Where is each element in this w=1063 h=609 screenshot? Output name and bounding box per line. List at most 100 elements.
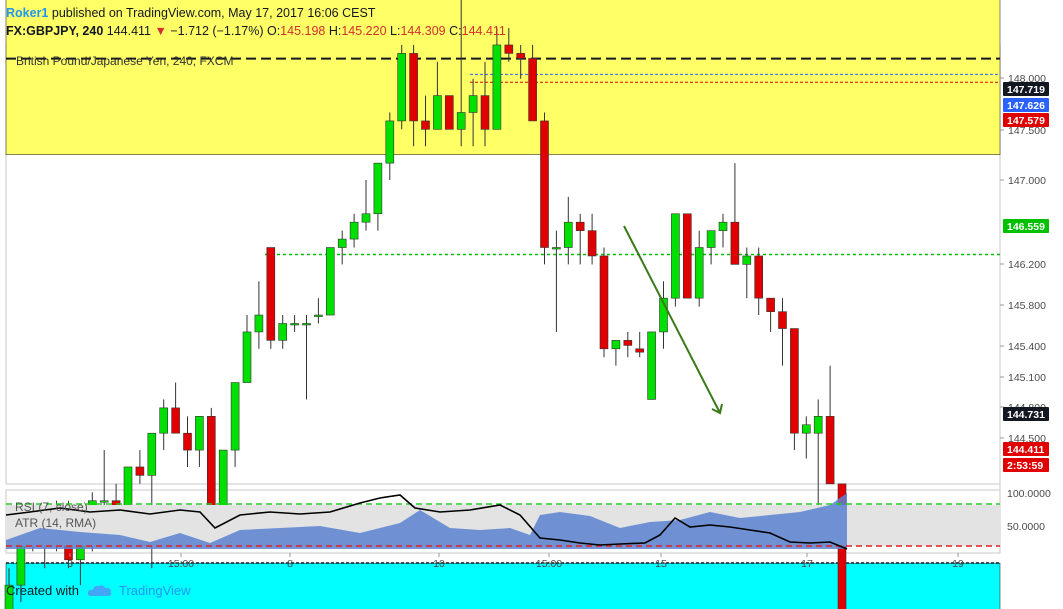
indicator-tick-100: 100.0000 [1007,488,1051,500]
candle-body [563,221,573,248]
zone-resistance [5,0,1001,155]
price-tag-label: 146.559 [1007,221,1045,233]
candle [730,163,740,265]
candles-layer [4,0,847,609]
header: Roker1 published on TradingView.com, May… [6,4,506,40]
candle [742,247,752,299]
y-tick-label: 147.000 [1008,175,1046,187]
price-tag-bg [1003,82,1049,96]
close-label: C: [449,24,462,38]
candle [349,213,359,248]
candle-body [825,416,835,485]
y-tick-label: 145.800 [1008,300,1046,312]
x-tick-label: 15 [655,558,667,570]
candle-body [659,297,668,333]
candle [540,112,549,265]
candle [778,298,787,366]
candle-body [314,314,323,317]
candle [4,568,14,609]
candle-body [516,53,526,59]
tradingview-cloud-icon[interactable] [87,584,113,598]
indicator-tick-50: 50.0000 [1007,521,1045,533]
candle [599,247,609,358]
x-tick-label: 8 [287,558,293,570]
x-tick-label: 17 [801,558,813,570]
candle [587,213,597,265]
y-tick-label: 146.200 [1008,259,1046,271]
open-value: 145.198 [280,24,326,38]
candle-body [444,95,454,130]
x-tick-label: 19 [952,558,964,570]
price-tag-bg [1003,219,1049,233]
candle-body [540,120,549,248]
candle [302,315,311,400]
candle [183,416,192,467]
zone-support [5,562,1001,609]
candle [159,399,168,451]
candle-body [159,407,168,434]
tradingview-link[interactable]: TradingView [118,583,191,598]
candle [623,331,633,358]
price-tag-label: 144.411 [1007,444,1045,456]
candle [254,281,264,349]
candle [337,230,347,265]
candle [195,416,204,467]
candle-body [552,247,561,250]
x-tick-label: 3 [67,558,73,570]
chart-title: British Pound/Japanese Yen, 240, FXCM [16,54,233,68]
candle-body [587,230,597,257]
candle-body [433,95,442,130]
candle [361,180,371,231]
time-axis: 3 15:00 8 10 15:00 15 17 19 [67,553,964,570]
candle-body [599,255,609,350]
candle [397,44,407,130]
price-tag-bg [1003,98,1049,112]
candle [444,95,454,130]
candle [754,247,764,316]
candle-body [361,213,371,223]
candle-body [754,255,764,299]
candle [504,28,514,62]
trend-arrow [623,225,723,415]
candle-body [147,432,157,476]
rsi-label: RSI (7, close) [15,500,88,514]
candle-body [421,120,430,130]
candle-body [123,466,133,510]
candle [516,44,526,79]
candle [290,315,299,332]
candle [766,297,775,332]
footer: Created with TradingView [6,583,191,598]
price-tag-bg [1003,458,1049,472]
candle [373,162,383,231]
candle-body [682,213,692,299]
candle-body [99,500,109,503]
candle [528,44,537,122]
high-label: H: [328,24,342,38]
author-link[interactable]: Roker1 [6,6,49,20]
atr-area [6,493,847,549]
candle [433,61,442,130]
price-axis: 148.000147.500147.000146.200145.800145.4… [1000,73,1046,445]
candle-body [135,466,145,476]
candle-body [694,247,704,299]
candle [552,230,561,332]
price-tag-label: 147.719 [1007,84,1045,96]
price-change: −1.712 (−1.17%) [170,24,264,38]
candle [242,315,252,383]
candle [694,230,704,307]
price-tag: 2:53:59 [1003,458,1049,472]
candle [671,213,680,307]
candle [409,44,418,147]
price-tag: 144.411 [1003,442,1049,456]
candle-body [730,221,740,265]
candle-body [325,247,335,316]
candle-body [504,44,514,54]
candle-body [195,416,204,451]
candle [456,0,466,147]
candle-body [456,112,466,130]
price-tag-label: 147.579 [1007,115,1045,127]
candle-body [671,213,680,299]
candle-body [290,323,299,326]
candle-body [242,331,252,383]
down-triangle-icon: ▼ [154,24,167,38]
